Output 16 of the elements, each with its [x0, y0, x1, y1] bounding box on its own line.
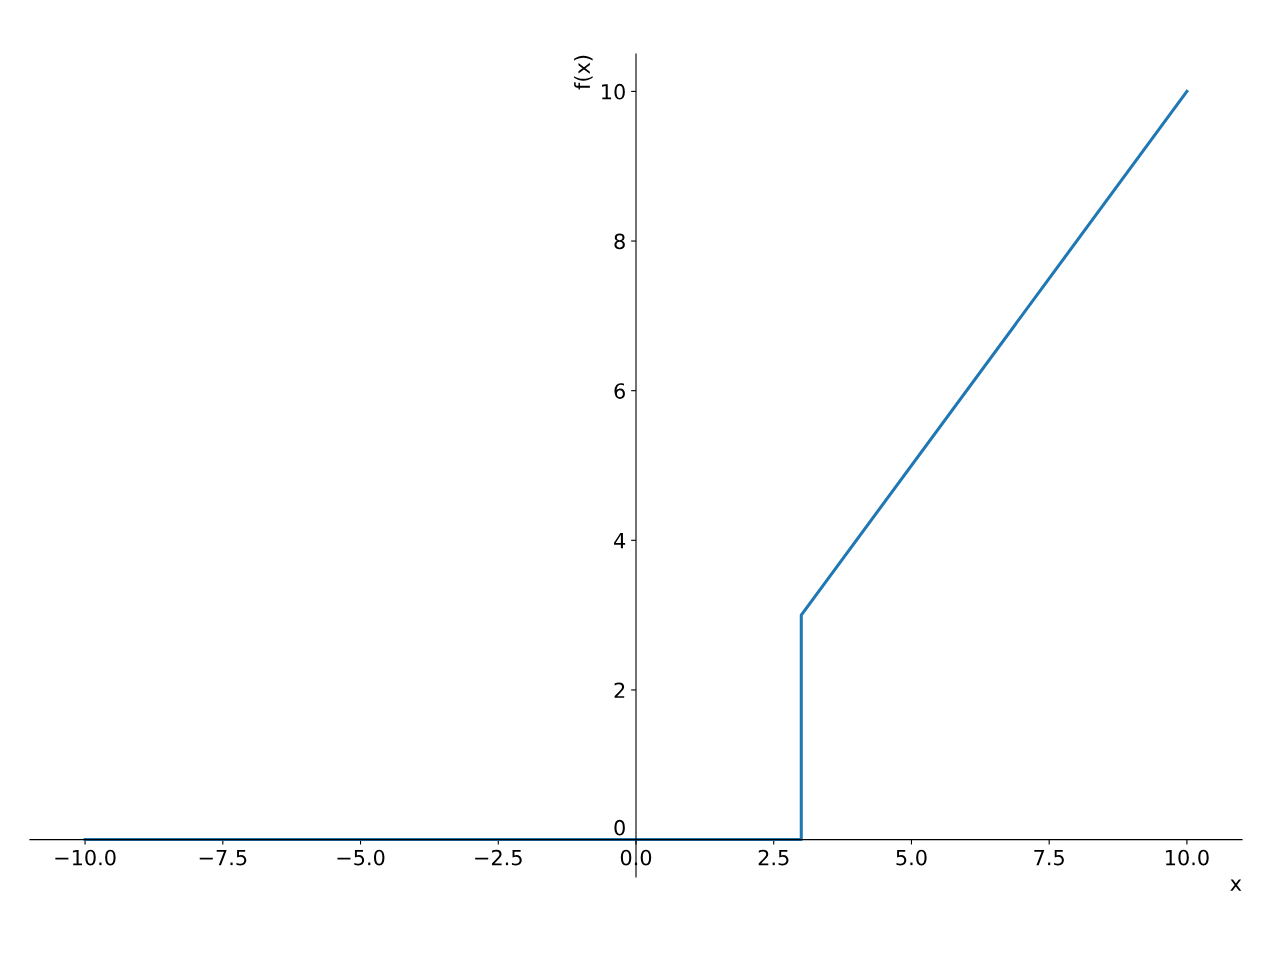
x-tick-label: 10.0	[1166, 849, 1209, 866]
x-tick-label: 5.0	[896, 849, 927, 866]
x-tick-label: −5.0	[337, 849, 385, 866]
x-tick-label: 7.5	[1034, 849, 1064, 866]
y-tick-label: 10	[602, 83, 625, 100]
y-tick-label: 0	[614, 819, 625, 836]
y-axis-title: f(x)	[574, 55, 593, 90]
y-tick-label: 4	[614, 533, 626, 549]
x-tick-label: 2.5	[758, 849, 789, 866]
y-tick-label: 6	[614, 383, 625, 399]
x-tick-label: −2.5	[475, 849, 522, 866]
y-tick-label: 8	[614, 233, 625, 250]
x-tick-label: −10.0	[55, 849, 116, 866]
x-axis-title: x	[1230, 879, 1242, 891]
y-tick-label: 2	[614, 682, 625, 698]
x-tick-label: −7.5	[199, 849, 247, 866]
